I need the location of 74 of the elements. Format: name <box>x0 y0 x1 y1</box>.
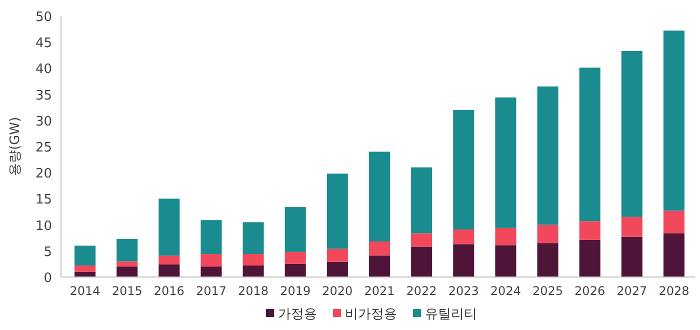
bar <box>621 216 642 237</box>
bar <box>368 242 390 256</box>
bar <box>621 236 642 277</box>
y-tick-label: 20 <box>35 166 52 182</box>
bar <box>663 210 684 234</box>
bar <box>663 30 684 211</box>
bar <box>242 254 264 266</box>
bar <box>579 240 600 277</box>
bar <box>411 233 432 247</box>
x-tick-label: 2023 <box>448 284 479 298</box>
bar <box>495 97 516 228</box>
y-tick-label: 30 <box>35 114 52 130</box>
bar <box>326 262 348 277</box>
bar <box>663 233 684 277</box>
x-tick-label: 2014 <box>70 284 100 298</box>
x-tick-label: 2016 <box>154 284 184 298</box>
y-tick-label: 25 <box>35 140 52 156</box>
bar <box>200 254 222 267</box>
bar <box>621 50 642 217</box>
bar <box>326 248 348 262</box>
bar <box>242 266 264 277</box>
x-tick-label: 2028 <box>658 284 690 298</box>
bar <box>495 245 516 277</box>
bar <box>116 266 138 277</box>
bar <box>453 230 474 244</box>
bar <box>74 266 96 272</box>
y-tick-label: 45 <box>35 36 52 52</box>
y-axis-title: 용량(GW) <box>8 116 23 176</box>
x-tick-label: 2021 <box>364 284 395 298</box>
x-tick-label: 2019 <box>280 284 311 298</box>
bar <box>158 198 180 256</box>
bar <box>74 246 96 266</box>
bar <box>284 207 306 252</box>
x-tick-label: 2022 <box>406 284 437 298</box>
bar <box>579 68 600 222</box>
bar <box>200 220 222 254</box>
y-tick-label: 50 <box>35 10 52 25</box>
bar <box>411 167 432 234</box>
x-tick-label: 2024 <box>490 284 521 298</box>
bar <box>537 243 558 277</box>
bar <box>158 264 180 277</box>
legend-label: 유틸리티 <box>425 307 477 322</box>
bar <box>411 246 432 277</box>
y-tick-label: 10 <box>35 218 52 234</box>
x-tick-label: 2018 <box>238 284 269 298</box>
bar <box>158 256 180 264</box>
y-tick-label: 15 <box>35 192 52 208</box>
x-tick-label: 2020 <box>322 284 353 298</box>
x-tick-label: 2017 <box>196 284 227 298</box>
bar <box>284 252 306 264</box>
x-tick-label: 2025 <box>532 284 564 298</box>
y-tick-label: 0 <box>44 271 52 286</box>
bar <box>368 256 390 277</box>
bar <box>116 238 138 262</box>
bar <box>326 174 348 249</box>
bar <box>200 266 222 277</box>
bar <box>453 110 474 230</box>
bar <box>537 224 558 244</box>
legend-label: 비가정용 <box>345 307 397 322</box>
bar <box>537 86 558 225</box>
y-tick-label: 35 <box>35 88 52 104</box>
bar <box>368 152 390 242</box>
bar <box>579 221 600 240</box>
y-tick-label: 5 <box>44 244 52 260</box>
legend-label: 가정용 <box>278 307 317 322</box>
bar <box>242 222 264 254</box>
x-tick-label: 2015 <box>112 284 142 298</box>
y-tick-label: 40 <box>35 62 52 78</box>
bar <box>495 228 516 246</box>
bar <box>116 261 138 267</box>
x-tick-label: 2027 <box>616 284 648 298</box>
bar <box>453 244 474 277</box>
bar <box>284 264 306 277</box>
x-tick-label: 2026 <box>574 284 606 298</box>
